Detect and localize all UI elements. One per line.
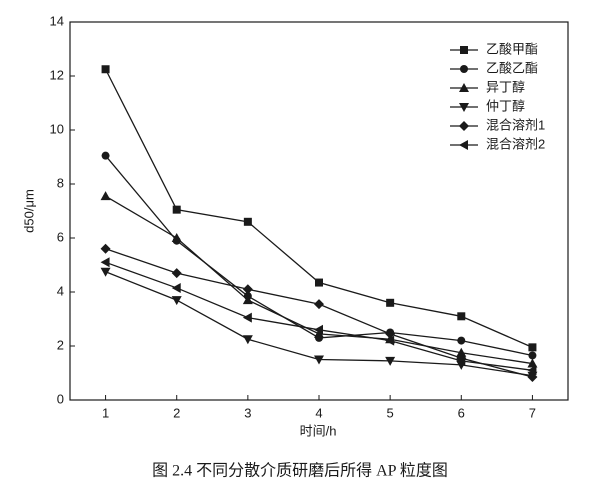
marker — [100, 243, 111, 254]
x-tick-label: 3 — [244, 405, 251, 420]
legend-marker — [459, 103, 469, 112]
x-tick-label: 4 — [315, 405, 322, 420]
marker — [171, 233, 182, 242]
marker — [528, 351, 537, 360]
marker — [385, 356, 396, 366]
marker — [242, 312, 252, 323]
marker — [314, 324, 323, 335]
legend-marker — [460, 46, 468, 54]
y-tick-label: 14 — [50, 13, 64, 28]
marker — [386, 298, 395, 307]
legend-label: 混合溶剂2 — [486, 136, 545, 151]
x-tick-label: 7 — [529, 405, 536, 420]
marker — [171, 282, 181, 293]
marker — [314, 355, 324, 365]
y-tick-label: 10 — [50, 121, 64, 136]
x-tick-label: 2 — [173, 405, 180, 420]
marker — [171, 296, 182, 306]
legend-marker — [459, 140, 468, 150]
marker — [100, 191, 111, 201]
y-tick-label: 6 — [57, 229, 64, 244]
series-line — [105, 155, 533, 357]
legend-label: 异丁醇 — [486, 79, 525, 94]
marker — [527, 358, 538, 368]
legend-marker — [459, 121, 469, 131]
y-tick-label: 4 — [57, 283, 64, 298]
marker — [100, 267, 111, 277]
x-tick-label: 5 — [387, 405, 394, 420]
marker — [100, 257, 110, 268]
y-tick-label: 8 — [57, 175, 64, 190]
marker — [456, 347, 467, 357]
marker — [242, 295, 253, 305]
x-axis-label: 时间/h — [300, 423, 337, 438]
marker — [314, 328, 324, 338]
marker — [242, 335, 253, 345]
marker — [171, 268, 182, 279]
y-tick-label: 12 — [50, 67, 64, 82]
marker — [457, 336, 466, 345]
marker — [314, 299, 324, 310]
y-tick-label: 0 — [57, 391, 64, 406]
legend-label: 仲丁醇 — [486, 98, 525, 113]
marker — [527, 365, 537, 376]
marker — [315, 278, 323, 287]
legend-marker — [459, 83, 469, 92]
y-axis-label: d50/μm — [21, 189, 36, 233]
marker — [528, 343, 537, 352]
y-tick-label: 2 — [57, 337, 64, 352]
marker — [456, 355, 466, 366]
marker — [101, 151, 110, 160]
marker — [385, 328, 396, 339]
legend-marker — [460, 65, 468, 73]
marker — [101, 65, 110, 74]
legend-label: 乙酸乙酯 — [486, 60, 538, 75]
marker — [242, 284, 253, 295]
marker — [527, 372, 538, 383]
marker — [457, 312, 466, 321]
marker — [243, 217, 252, 226]
legend-label: 混合溶剂1 — [486, 117, 545, 132]
legend-label: 乙酸甲酯 — [486, 41, 538, 56]
x-tick-label: 1 — [102, 405, 109, 420]
marker — [385, 335, 395, 346]
caption: 图 2.4 不同分散介质研磨后所得 AP 粒度图 — [152, 462, 448, 480]
marker — [172, 205, 181, 214]
x-tick-label: 6 — [458, 405, 465, 420]
